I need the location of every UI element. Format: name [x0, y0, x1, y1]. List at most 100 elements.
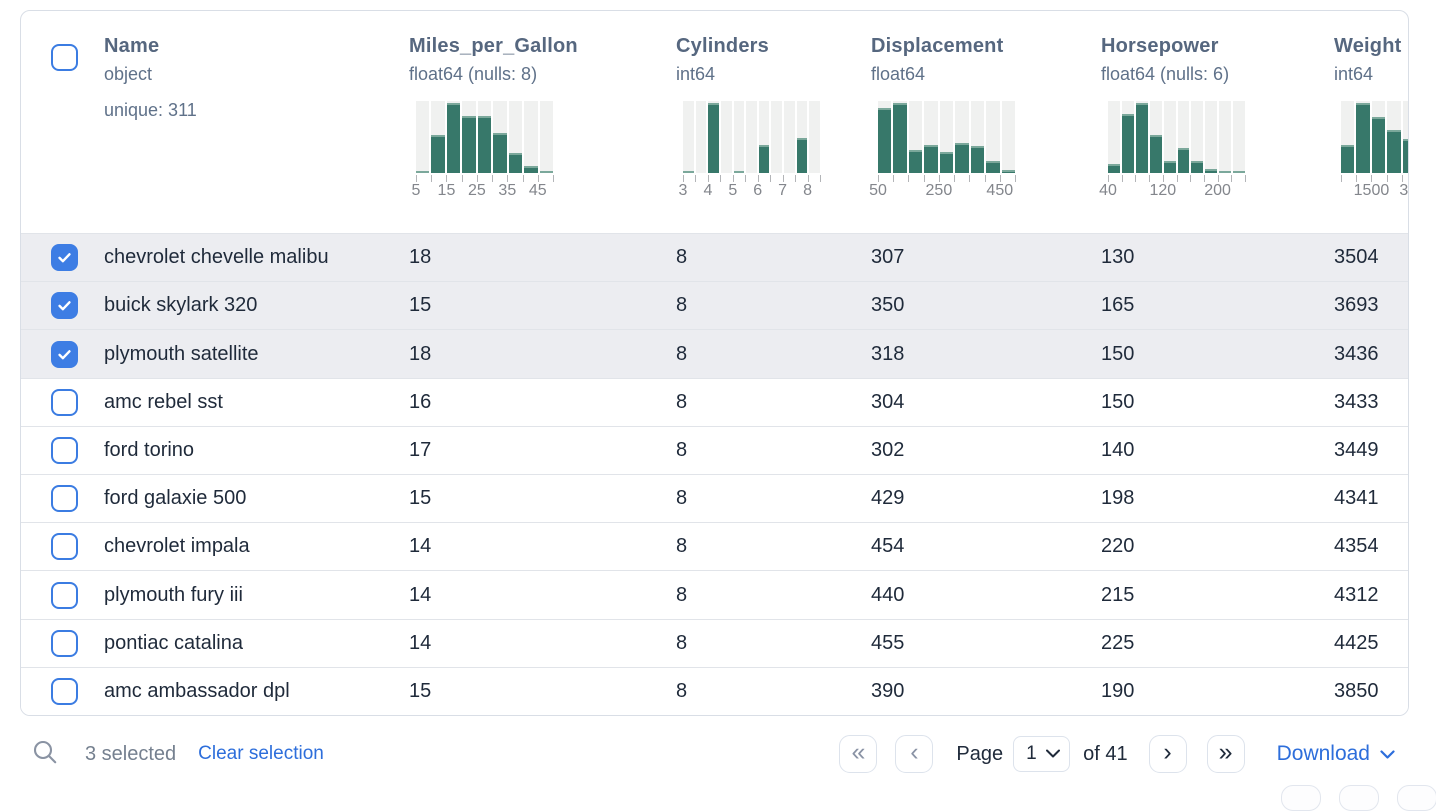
tick-mark	[537, 175, 539, 182]
clear-selection-link[interactable]: Clear selection	[198, 743, 324, 764]
first-page-button[interactable]: «	[839, 735, 878, 773]
tick-mark	[1135, 175, 1137, 182]
column-header-horsepower[interactable]: Horsepower float64 (nulls: 6) 40 120 200	[1099, 11, 1334, 233]
tick-label: 7	[778, 182, 788, 199]
row-checkbox[interactable]	[51, 340, 78, 368]
cell-cylinders: 8	[676, 438, 688, 461]
tick-mark	[507, 175, 509, 182]
select-all-checkbox[interactable]	[51, 44, 78, 71]
histogram-ticks	[683, 173, 821, 182]
cell-name: chevrolet impala	[104, 535, 250, 558]
row-checkbox[interactable]	[51, 292, 78, 320]
table-row[interactable]: ford galaxie 500 15 8 429 198 4341	[21, 474, 1408, 523]
table-row[interactable]: buick skylark 320 15 8 350 165 3693	[21, 281, 1408, 330]
histogram-bin	[493, 101, 507, 173]
row-checkbox-cell	[21, 388, 104, 416]
histogram-bar	[462, 116, 476, 173]
table-row[interactable]: ford torino 17 8 302 140 3449	[21, 425, 1408, 475]
cell-cylinders: 8	[676, 631, 688, 654]
table-row[interactable]: amc ambassador dpl 15 8 390 190 3850	[21, 666, 1408, 715]
histogram-bar	[1001, 170, 1015, 173]
row-checkbox[interactable]	[51, 677, 78, 705]
histogram-bin	[1149, 101, 1162, 173]
tick-mark	[1341, 175, 1342, 182]
cell-weight: 4354	[1334, 535, 1379, 558]
download-button[interactable]: Download	[1277, 742, 1395, 766]
histogram-bins	[878, 101, 1015, 173]
histogram-bin	[893, 101, 907, 173]
tick-mark	[1176, 175, 1178, 182]
histogram-bar	[431, 135, 445, 173]
prev-page-button[interactable]: ‹	[895, 735, 934, 773]
histogram-bin	[1341, 101, 1355, 173]
table-row[interactable]: pontiac catalina 14 8 455 225 4425	[21, 618, 1408, 667]
table-row[interactable]: plymouth satellite 18 8 318 150 3436	[21, 329, 1408, 378]
column-header-weight[interactable]: Weight int64 1500 3500	[1334, 11, 1408, 233]
row-checkbox-cell	[21, 436, 104, 464]
column-header-displacement[interactable]: Displacement float64 50 250 450	[869, 11, 1101, 233]
tick-label: 45	[528, 182, 547, 199]
page-select[interactable]: 1	[1013, 736, 1071, 772]
histogram-horsepower: 40 120 200	[1099, 101, 1246, 200]
histogram-bin	[1191, 101, 1204, 173]
row-checkbox[interactable]	[51, 244, 78, 272]
histogram-bins	[1341, 101, 1408, 173]
tick-mark	[720, 175, 722, 182]
histogram-bin	[1387, 101, 1401, 173]
cell-name: amc ambassador dpl	[104, 679, 290, 702]
tick-mark	[1015, 175, 1016, 182]
table-row[interactable]: amc rebel sst 16 8 304 150 3433	[21, 377, 1408, 426]
row-checkbox[interactable]	[51, 533, 78, 561]
hidden-button-stub[interactable]	[1397, 785, 1436, 811]
cell-horsepower: 215	[1101, 583, 1135, 606]
tick-label: 250	[925, 182, 953, 199]
hidden-button-stub[interactable]	[1281, 785, 1321, 811]
cell-name: ford torino	[104, 438, 195, 461]
column-header-cylinders[interactable]: Cylinders int64 3 4 5 6 7 8	[676, 11, 871, 233]
hidden-button-stub[interactable]	[1339, 785, 1379, 811]
tick-label: 450	[986, 182, 1014, 199]
histogram-bin	[1177, 101, 1190, 173]
cell-horsepower: 225	[1101, 631, 1135, 654]
tick-mark	[522, 175, 524, 182]
cell-horsepower: 130	[1101, 246, 1135, 269]
column-title: Name	[104, 35, 160, 57]
cell-cylinders: 8	[676, 246, 688, 269]
tick-mark	[446, 175, 448, 182]
tick-mark	[1121, 175, 1123, 182]
column-header-name[interactable]: Name object unique: 311	[104, 11, 409, 233]
row-checkbox[interactable]	[51, 629, 78, 657]
table-row[interactable]: plymouth fury iii 14 8 440 215 4312	[21, 570, 1408, 619]
table-row[interactable]: chevrolet impala 14 8 454 220 4354	[21, 522, 1408, 571]
tick-label: 120	[1149, 182, 1177, 199]
row-checkbox[interactable]	[51, 436, 78, 464]
cell-weight: 4312	[1334, 583, 1379, 606]
column-dtype: object	[104, 64, 153, 84]
search-icon[interactable]	[32, 739, 58, 770]
last-page-button[interactable]: »	[1206, 735, 1245, 773]
row-checkbox-cell	[21, 533, 104, 561]
cell-name: buick skylark 320	[104, 294, 258, 317]
cell-miles_per_gallon: 18	[409, 246, 432, 269]
histogram-bar	[733, 171, 745, 173]
tick-label: 50	[869, 182, 887, 199]
cell-displacement: 429	[871, 487, 905, 510]
cell-cylinders: 8	[676, 583, 688, 606]
column-dtype: int64	[1334, 64, 1374, 84]
row-checkbox[interactable]	[51, 485, 78, 513]
tick-label: 40	[1099, 182, 1117, 199]
page-label: Page	[956, 742, 1004, 765]
next-page-button[interactable]: ›	[1148, 735, 1187, 773]
selected-count: 3 selected	[85, 742, 177, 765]
row-checkbox-cell	[21, 292, 104, 320]
cell-weight: 3436	[1334, 342, 1379, 365]
histogram-bin	[733, 101, 745, 173]
column-header-miles_per_gallon[interactable]: Miles_per_Gallon float64 (nulls: 8) 5 15 25 3…	[409, 11, 676, 233]
row-checkbox[interactable]	[51, 581, 78, 609]
tick-mark	[707, 175, 709, 182]
histogram-bar	[1121, 114, 1134, 173]
tick-label: 6	[753, 182, 763, 199]
table-row[interactable]: chevrolet chevelle malibu 18 8 307 130 3504	[21, 233, 1408, 282]
cell-name: amc rebel sst	[104, 390, 223, 413]
row-checkbox[interactable]	[51, 388, 78, 416]
